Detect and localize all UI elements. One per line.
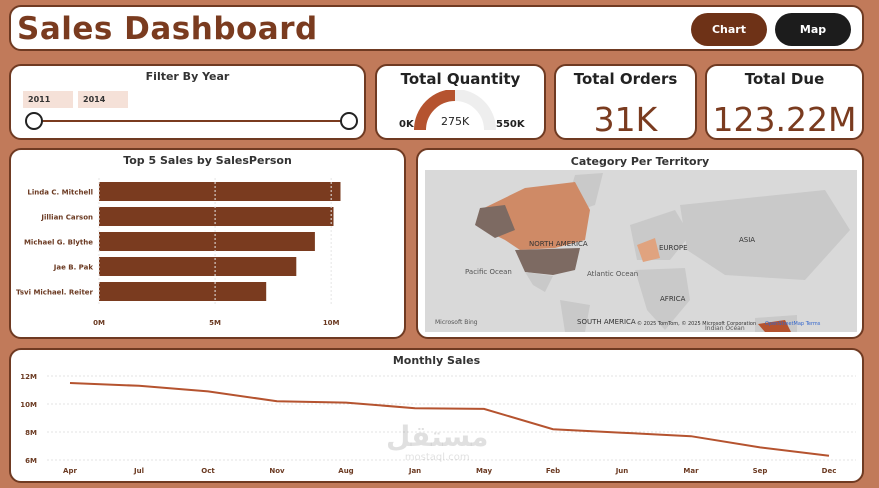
south-america-label: SOUTH AMERICA: [577, 318, 636, 326]
x-tick-label: 5M: [209, 319, 221, 327]
monthly-sales-chart-card: Monthly Sales 12M 10M 8M 6M Apr Jul Oct Nov Aug J…: [9, 348, 864, 483]
y-tick-label: 6M: [25, 457, 37, 465]
north-america-label: NORTH AMERICA: [529, 240, 588, 248]
x-month-label: Sep: [753, 467, 768, 475]
gauge-value-label: 275K: [441, 115, 470, 128]
x-month-label: Oct: [201, 467, 215, 475]
filter-title: Filter By Year: [145, 70, 230, 83]
bar[interactable]: [99, 232, 315, 251]
alaska-shape: [475, 205, 515, 238]
x-month-label: Jul: [133, 467, 144, 475]
y-tick-label: 8M: [25, 429, 37, 437]
x-month-label: Apr: [63, 467, 77, 475]
x-month-label: May: [476, 467, 492, 475]
x-tick-label: 0M: [93, 319, 105, 327]
bar[interactable]: [99, 282, 267, 301]
page-title: Sales Dashboard: [17, 11, 318, 47]
bar[interactable]: [99, 257, 297, 276]
bar-category-label: Jillian Carson: [40, 214, 93, 222]
watermark-sub: mostaql.com: [404, 452, 470, 463]
bing-logo: Microsoft Bing: [435, 319, 478, 326]
indian-ocean-label: Indian Ocean: [705, 325, 745, 332]
asia-label: ASIA: [739, 236, 755, 244]
slider-start-handle[interactable]: [25, 112, 43, 130]
bar-category-label: Jae B. Pak: [53, 264, 94, 272]
line-chart: 12M 10M 8M 6M Apr Jul Oct Nov Aug Jan May Feb Jun Mar…: [20, 373, 856, 475]
x-month-label: Mar: [683, 467, 699, 475]
gauge-max-label: 550K: [496, 119, 525, 130]
watermark: مستقل mostaql.com: [386, 420, 489, 464]
world-map[interactable]: NORTH AMERICA EUROPE ASIA Pacific Ocean …: [425, 170, 857, 332]
atlantic-label: Atlantic Ocean: [587, 270, 638, 278]
africa-label: AFRICA: [660, 295, 686, 303]
map-attribution: © 2025 TomTom, © 2025 Microsoft Corporat…: [637, 320, 756, 327]
map-button[interactable]: Map: [775, 13, 851, 46]
slider-end-handle[interactable]: [340, 112, 358, 130]
top-sales-chart-card: Top 5 Sales by SalesPerson Linda C. Mitc…: [9, 148, 406, 339]
total-orders-card: Total Orders 31K: [554, 64, 697, 140]
bar-chart-title: Top 5 Sales by SalesPerson: [123, 154, 292, 167]
bar[interactable]: [99, 207, 334, 226]
usa-shape: [515, 248, 580, 275]
total-due-title: Total Due: [744, 70, 825, 88]
gauge-fill: [414, 90, 456, 131]
territory-map-card: Category Per Territory NORTH AMERICA EUR…: [416, 148, 864, 339]
europe-label: EUROPE: [659, 244, 688, 252]
chart-button[interactable]: Chart: [691, 13, 767, 46]
watermark-text: مستقل: [386, 420, 489, 453]
total-quantity-card: Total Quantity 0K 275K 550K: [375, 64, 546, 140]
australia-highlight: [758, 320, 791, 332]
gauge-min-label: 0K: [399, 119, 414, 130]
map-links[interactable]: OpenStreetMap Terms: [765, 321, 821, 327]
bar-category-label: Linda C. Mitchell: [27, 189, 93, 197]
y-tick-label: 12M: [20, 373, 37, 381]
sales-line[interactable]: [69, 382, 830, 457]
total-orders-title: Total Orders: [573, 70, 678, 88]
x-month-label: Nov: [269, 467, 285, 475]
pacific-label: Pacific Ocean: [465, 268, 512, 276]
south-america-shape: [560, 300, 590, 332]
bar-category-label: Michael G. Blythe: [24, 239, 93, 247]
x-month-label: Dec: [822, 467, 837, 475]
slider-track[interactable]: [33, 120, 349, 122]
x-month-label: Feb: [546, 467, 560, 475]
start-year-input[interactable]: 2011: [23, 91, 73, 108]
header-card: Sales Dashboard Chart Map: [9, 5, 864, 51]
asia-shape: [680, 190, 850, 280]
end-year-input[interactable]: 2014: [78, 91, 128, 108]
x-month-label: Jan: [408, 467, 421, 475]
line-chart-title: Monthly Sales: [392, 354, 481, 367]
map-title: Category Per Territory: [570, 155, 710, 168]
x-month-label: Aug: [338, 467, 353, 475]
africa-shape: [635, 268, 690, 330]
bar[interactable]: [99, 182, 341, 201]
total-due-value: 123.22M: [712, 100, 857, 139]
total-orders-value: 31K: [593, 100, 658, 139]
y-tick-label: 10M: [20, 401, 37, 409]
europe-highlight: [637, 238, 660, 262]
year-filter-card: Filter By Year 2011 2014: [9, 64, 366, 140]
x-month-label: Jun: [615, 467, 629, 475]
bar-chart: Linda C. Mitchell Jillian Carson Michael G…: [16, 178, 341, 327]
total-due-card: Total Due 123.22M: [705, 64, 864, 140]
total-quantity-title: Total Quantity: [400, 70, 521, 88]
bar-category-label: Tsvi Michael. Reiter: [16, 289, 94, 297]
quantity-gauge: [414, 90, 496, 131]
x-tick-label: 10M: [323, 319, 340, 327]
mexico-shape: [525, 272, 553, 292]
